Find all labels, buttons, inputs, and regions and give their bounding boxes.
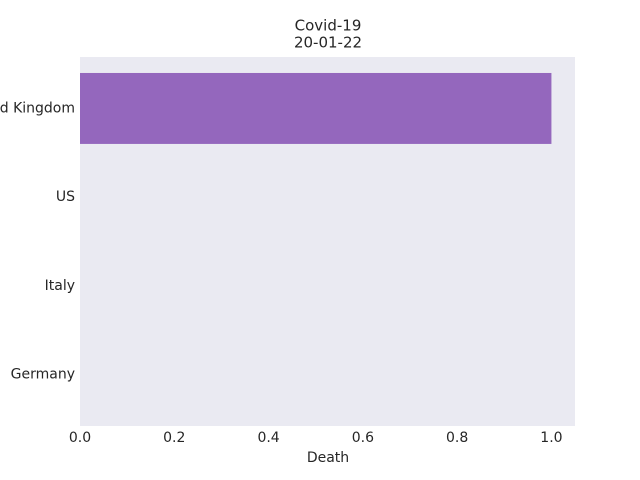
chart-subtitle: 20-01-22	[294, 34, 362, 52]
x-tick-label: 0.0	[69, 430, 91, 446]
y-tick-label: Italy	[45, 278, 75, 294]
x-tick-label: 0.6	[352, 430, 374, 446]
chart-title: Covid-19	[295, 17, 362, 35]
y-tick-label: US	[56, 189, 75, 205]
x-tick-label: 0.4	[257, 430, 279, 446]
y-tick-label: United Kingdom	[0, 100, 75, 116]
y-tick-label: Germany	[11, 367, 75, 383]
bar	[80, 72, 552, 144]
x-axis-label: Death	[307, 450, 349, 466]
x-tick-label: 0.2	[163, 430, 185, 446]
x-tick-label: 1.0	[540, 430, 562, 446]
x-tick-label: 0.8	[446, 430, 468, 446]
